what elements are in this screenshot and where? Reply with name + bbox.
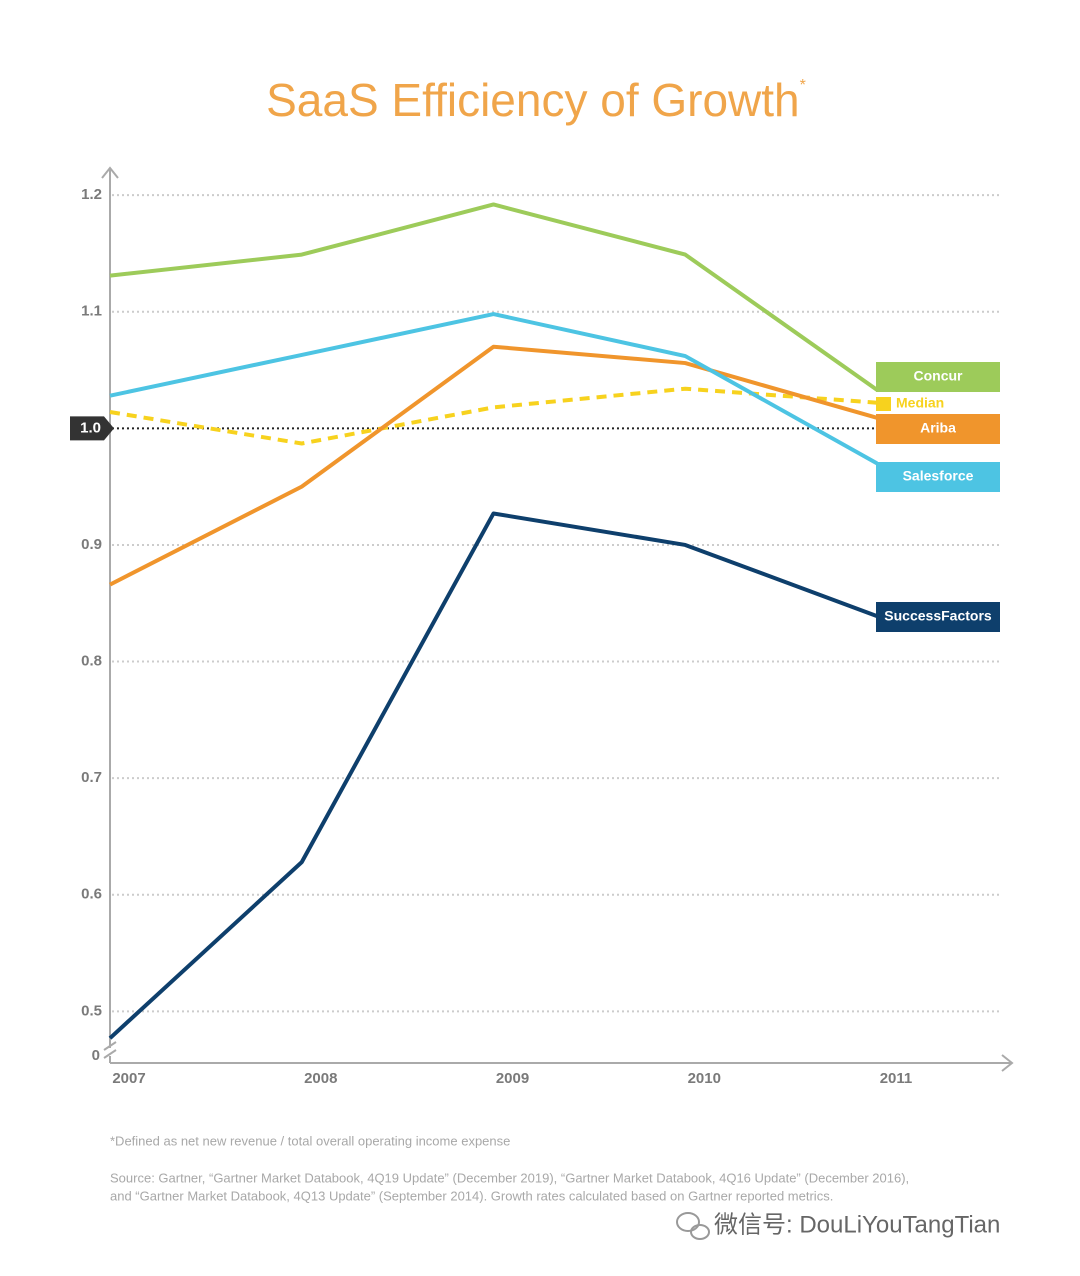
watermark-icon (676, 1212, 710, 1240)
x-axis-arrow (1001, 1054, 1014, 1072)
y-tick-label: 1.2 (81, 186, 102, 203)
x-tick-label: 2010 (688, 1070, 721, 1087)
legend-box (876, 414, 1000, 444)
x-tick-label: 2009 (496, 1070, 529, 1087)
legend-label: SuccessFactors (884, 608, 992, 624)
axis-break (103, 1041, 117, 1059)
y-tick-label: 0.5 (81, 1002, 102, 1019)
series-line (109, 344, 878, 587)
axis-break-label: 0 (92, 1047, 100, 1064)
y-tick-label: 1.0 (80, 419, 101, 436)
source-line: and “Gartner Market Databook, 4Q13 Updat… (110, 1188, 833, 1203)
legend-label: Salesforce (903, 468, 974, 484)
footnote: *Defined as net new revenue / total over… (110, 1133, 510, 1148)
legend-label: Concur (914, 368, 964, 384)
y-tick-label: 0.6 (81, 886, 102, 903)
x-tick-label: 2011 (880, 1070, 913, 1087)
reference-label-box (70, 416, 114, 441)
legend-swatch (876, 397, 891, 411)
y-tick-label: 0.8 (81, 653, 102, 670)
series-line (109, 312, 878, 466)
series-line (108, 511, 878, 1040)
legend-box (876, 602, 1000, 632)
y-axis-arrow (101, 166, 119, 179)
x-tick-label: 2007 (112, 1070, 145, 1087)
legend-box (876, 362, 1000, 392)
source-line: Source: Gartner, “Gartner Market Databoo… (110, 1170, 909, 1185)
legend-label: Ariba (920, 420, 956, 436)
legend-box (876, 462, 1000, 492)
y-tick-label: 1.1 (81, 303, 102, 320)
chart-title: SaaS Efficiency of Growth* (266, 74, 806, 126)
title-mark: * (800, 77, 806, 94)
y-tick-label: 0.9 (81, 536, 102, 553)
series-line (109, 202, 879, 392)
y-tick-label: 0.7 (81, 769, 102, 786)
legend-label: Median (896, 395, 944, 411)
watermark: 微信号: DouLiYouTangTian (714, 1211, 1000, 1238)
title-text: SaaS Efficiency of Growth (266, 74, 800, 126)
x-tick-label: 2008 (304, 1070, 337, 1087)
